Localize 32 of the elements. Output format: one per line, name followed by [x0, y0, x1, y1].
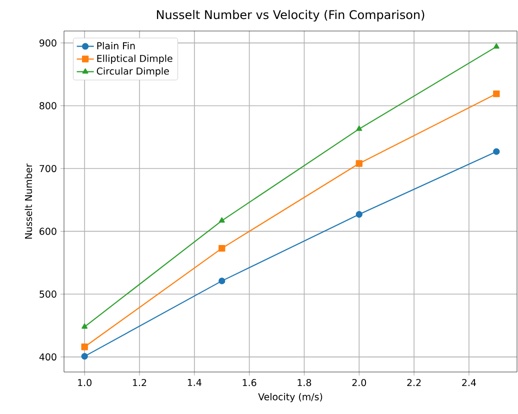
- point: [81, 352, 88, 360]
- point: [356, 160, 362, 167]
- x-tick-label: 2.2: [407, 379, 421, 386]
- y-tick-label: 700: [40, 164, 56, 172]
- point: [493, 43, 500, 49]
- point: [356, 211, 362, 218]
- point: [82, 323, 88, 329]
- point: [218, 244, 226, 252]
- y-tick-label: 900: [40, 39, 56, 47]
- legend-label: Plain Fin: [97, 42, 135, 50]
- x-tick-label: 1.8: [298, 379, 312, 386]
- point: [493, 90, 500, 98]
- chart-title: Nusselt Number vs Velocity (Fin Comparison): [156, 10, 424, 22]
- y-tick-label: 800: [40, 102, 56, 110]
- legend-label: Elliptical Dimple: [97, 54, 172, 64]
- x-tick-label: 2.0: [352, 379, 366, 386]
- x-tick-label: 2.4: [462, 379, 476, 386]
- point: [356, 126, 362, 131]
- point: [493, 148, 500, 155]
- y-axis-title: Nusselt Number: [24, 163, 32, 239]
- y-tick-label: 600: [40, 228, 56, 235]
- x-tick-label: 1.4: [188, 379, 202, 386]
- y-tick-label: 500: [40, 290, 56, 298]
- legend-label: Circular Dimple: [96, 67, 169, 77]
- x-tick-label: 1.6: [242, 379, 256, 386]
- point: [218, 278, 226, 284]
- y-tick-label: 400: [39, 353, 56, 361]
- point: [81, 344, 88, 350]
- point: [218, 217, 225, 223]
- x-tick-label: 1.0: [78, 379, 92, 386]
- x-axis-title: Velocity (m/s): [258, 393, 322, 402]
- x-tick-label: 1.2: [133, 379, 146, 386]
